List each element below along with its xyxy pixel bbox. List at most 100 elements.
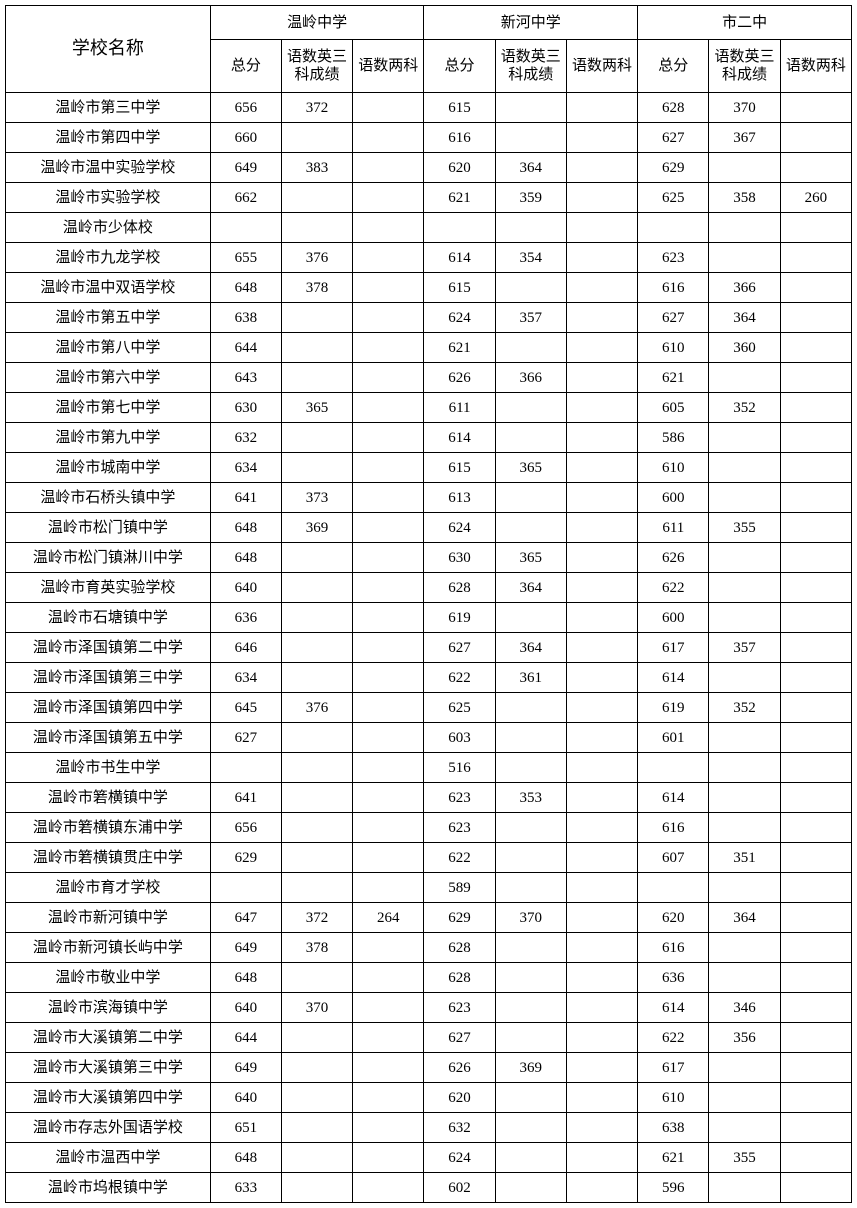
cell-value bbox=[495, 813, 566, 843]
cell-school-name: 温岭市九龙学校 bbox=[6, 243, 211, 273]
cell-value bbox=[495, 933, 566, 963]
cell-value bbox=[495, 483, 566, 513]
cell-value: 369 bbox=[281, 513, 352, 543]
cell-value bbox=[281, 603, 352, 633]
cell-value bbox=[566, 513, 637, 543]
cell-value: 615 bbox=[424, 93, 495, 123]
cell-value: 632 bbox=[210, 423, 281, 453]
cell-value bbox=[638, 213, 709, 243]
cell-value bbox=[353, 153, 424, 183]
table-row: 温岭市存志外国语学校651632638 bbox=[6, 1113, 852, 1143]
cell-value bbox=[709, 933, 780, 963]
table-row: 温岭市泽国镇第五中学627603601 bbox=[6, 723, 852, 753]
cell-school-name: 温岭市箬横镇贯庄中学 bbox=[6, 843, 211, 873]
table-row: 温岭市城南中学634615365610 bbox=[6, 453, 852, 483]
cell-value: 373 bbox=[281, 483, 352, 513]
cell-value bbox=[281, 663, 352, 693]
cell-value: 357 bbox=[495, 303, 566, 333]
cell-value: 366 bbox=[709, 273, 780, 303]
cell-value: 622 bbox=[638, 1023, 709, 1053]
cell-value: 360 bbox=[709, 333, 780, 363]
cell-value: 589 bbox=[424, 873, 495, 903]
cell-value: 614 bbox=[638, 663, 709, 693]
cell-value: 628 bbox=[638, 93, 709, 123]
cell-value bbox=[281, 1173, 352, 1203]
cell-value: 602 bbox=[424, 1173, 495, 1203]
table-row: 温岭市箬横镇东浦中学656623616 bbox=[6, 813, 852, 843]
table-row: 温岭市实验学校662621359625358260 bbox=[6, 183, 852, 213]
cell-value: 622 bbox=[424, 843, 495, 873]
cell-value bbox=[780, 1053, 851, 1083]
cell-value bbox=[566, 1113, 637, 1143]
cell-value bbox=[709, 663, 780, 693]
cell-value: 366 bbox=[495, 363, 566, 393]
cell-value bbox=[353, 483, 424, 513]
cell-value: 615 bbox=[424, 273, 495, 303]
cell-value: 625 bbox=[424, 693, 495, 723]
table-row: 温岭市敬业中学648628636 bbox=[6, 963, 852, 993]
table-row: 温岭市第六中学643626366621 bbox=[6, 363, 852, 393]
cell-value: 596 bbox=[638, 1173, 709, 1203]
cell-value: 600 bbox=[638, 483, 709, 513]
cell-value: 649 bbox=[210, 153, 281, 183]
cell-value: 636 bbox=[638, 963, 709, 993]
cell-value bbox=[281, 753, 352, 783]
cell-value bbox=[566, 603, 637, 633]
cell-value bbox=[709, 1113, 780, 1143]
cell-value: 630 bbox=[210, 393, 281, 423]
cell-value bbox=[709, 873, 780, 903]
cell-value bbox=[780, 573, 851, 603]
cell-value bbox=[281, 963, 352, 993]
cell-value bbox=[638, 873, 709, 903]
table-row: 温岭市泽国镇第四中学645376625619352 bbox=[6, 693, 852, 723]
cell-value: 611 bbox=[424, 393, 495, 423]
cell-value bbox=[281, 1023, 352, 1053]
cell-value bbox=[780, 933, 851, 963]
cell-value: 365 bbox=[495, 453, 566, 483]
cell-school-name: 温岭市泽国镇第二中学 bbox=[6, 633, 211, 663]
cell-value bbox=[353, 663, 424, 693]
cell-value bbox=[709, 813, 780, 843]
cell-value bbox=[780, 1023, 851, 1053]
cell-value: 353 bbox=[495, 783, 566, 813]
cell-value: 352 bbox=[709, 393, 780, 423]
cell-value: 357 bbox=[709, 633, 780, 663]
score-table: 学校名称 温岭中学 新河中学 市二中 总分 语数英三科成绩 语数两科 总分 语数… bbox=[5, 5, 852, 1203]
table-row: 温岭市温中双语学校648378615616366 bbox=[6, 273, 852, 303]
cell-value: 370 bbox=[495, 903, 566, 933]
cell-value bbox=[495, 93, 566, 123]
cell-value bbox=[780, 993, 851, 1023]
cell-value bbox=[353, 543, 424, 573]
cell-value bbox=[495, 723, 566, 753]
cell-school-name: 温岭市第五中学 bbox=[6, 303, 211, 333]
cell-value: 610 bbox=[638, 1083, 709, 1113]
col-group-1: 温岭中学 bbox=[210, 6, 424, 40]
cell-value: 355 bbox=[709, 513, 780, 543]
cell-value bbox=[566, 693, 637, 723]
cell-value: 620 bbox=[638, 903, 709, 933]
cell-value bbox=[566, 633, 637, 663]
cell-value: 638 bbox=[210, 303, 281, 333]
cell-school-name: 温岭市大溪镇第四中学 bbox=[6, 1083, 211, 1113]
cell-value bbox=[353, 1113, 424, 1143]
cell-value: 620 bbox=[424, 1083, 495, 1113]
cell-value bbox=[566, 1023, 637, 1053]
cell-value bbox=[353, 873, 424, 903]
cell-value: 648 bbox=[210, 513, 281, 543]
cell-value: 364 bbox=[709, 903, 780, 933]
cell-value bbox=[780, 543, 851, 573]
cell-value bbox=[353, 303, 424, 333]
cell-value: 614 bbox=[424, 243, 495, 273]
cell-value bbox=[281, 1083, 352, 1113]
cell-value: 622 bbox=[424, 663, 495, 693]
cell-value bbox=[566, 753, 637, 783]
cell-value: 355 bbox=[709, 1143, 780, 1173]
cell-value: 354 bbox=[495, 243, 566, 273]
cell-value bbox=[353, 1023, 424, 1053]
cell-value bbox=[780, 393, 851, 423]
cell-value: 627 bbox=[638, 123, 709, 153]
col-g3-two: 语数两科 bbox=[780, 40, 851, 93]
cell-school-name: 温岭市敬业中学 bbox=[6, 963, 211, 993]
cell-value: 365 bbox=[281, 393, 352, 423]
cell-value: 624 bbox=[424, 303, 495, 333]
